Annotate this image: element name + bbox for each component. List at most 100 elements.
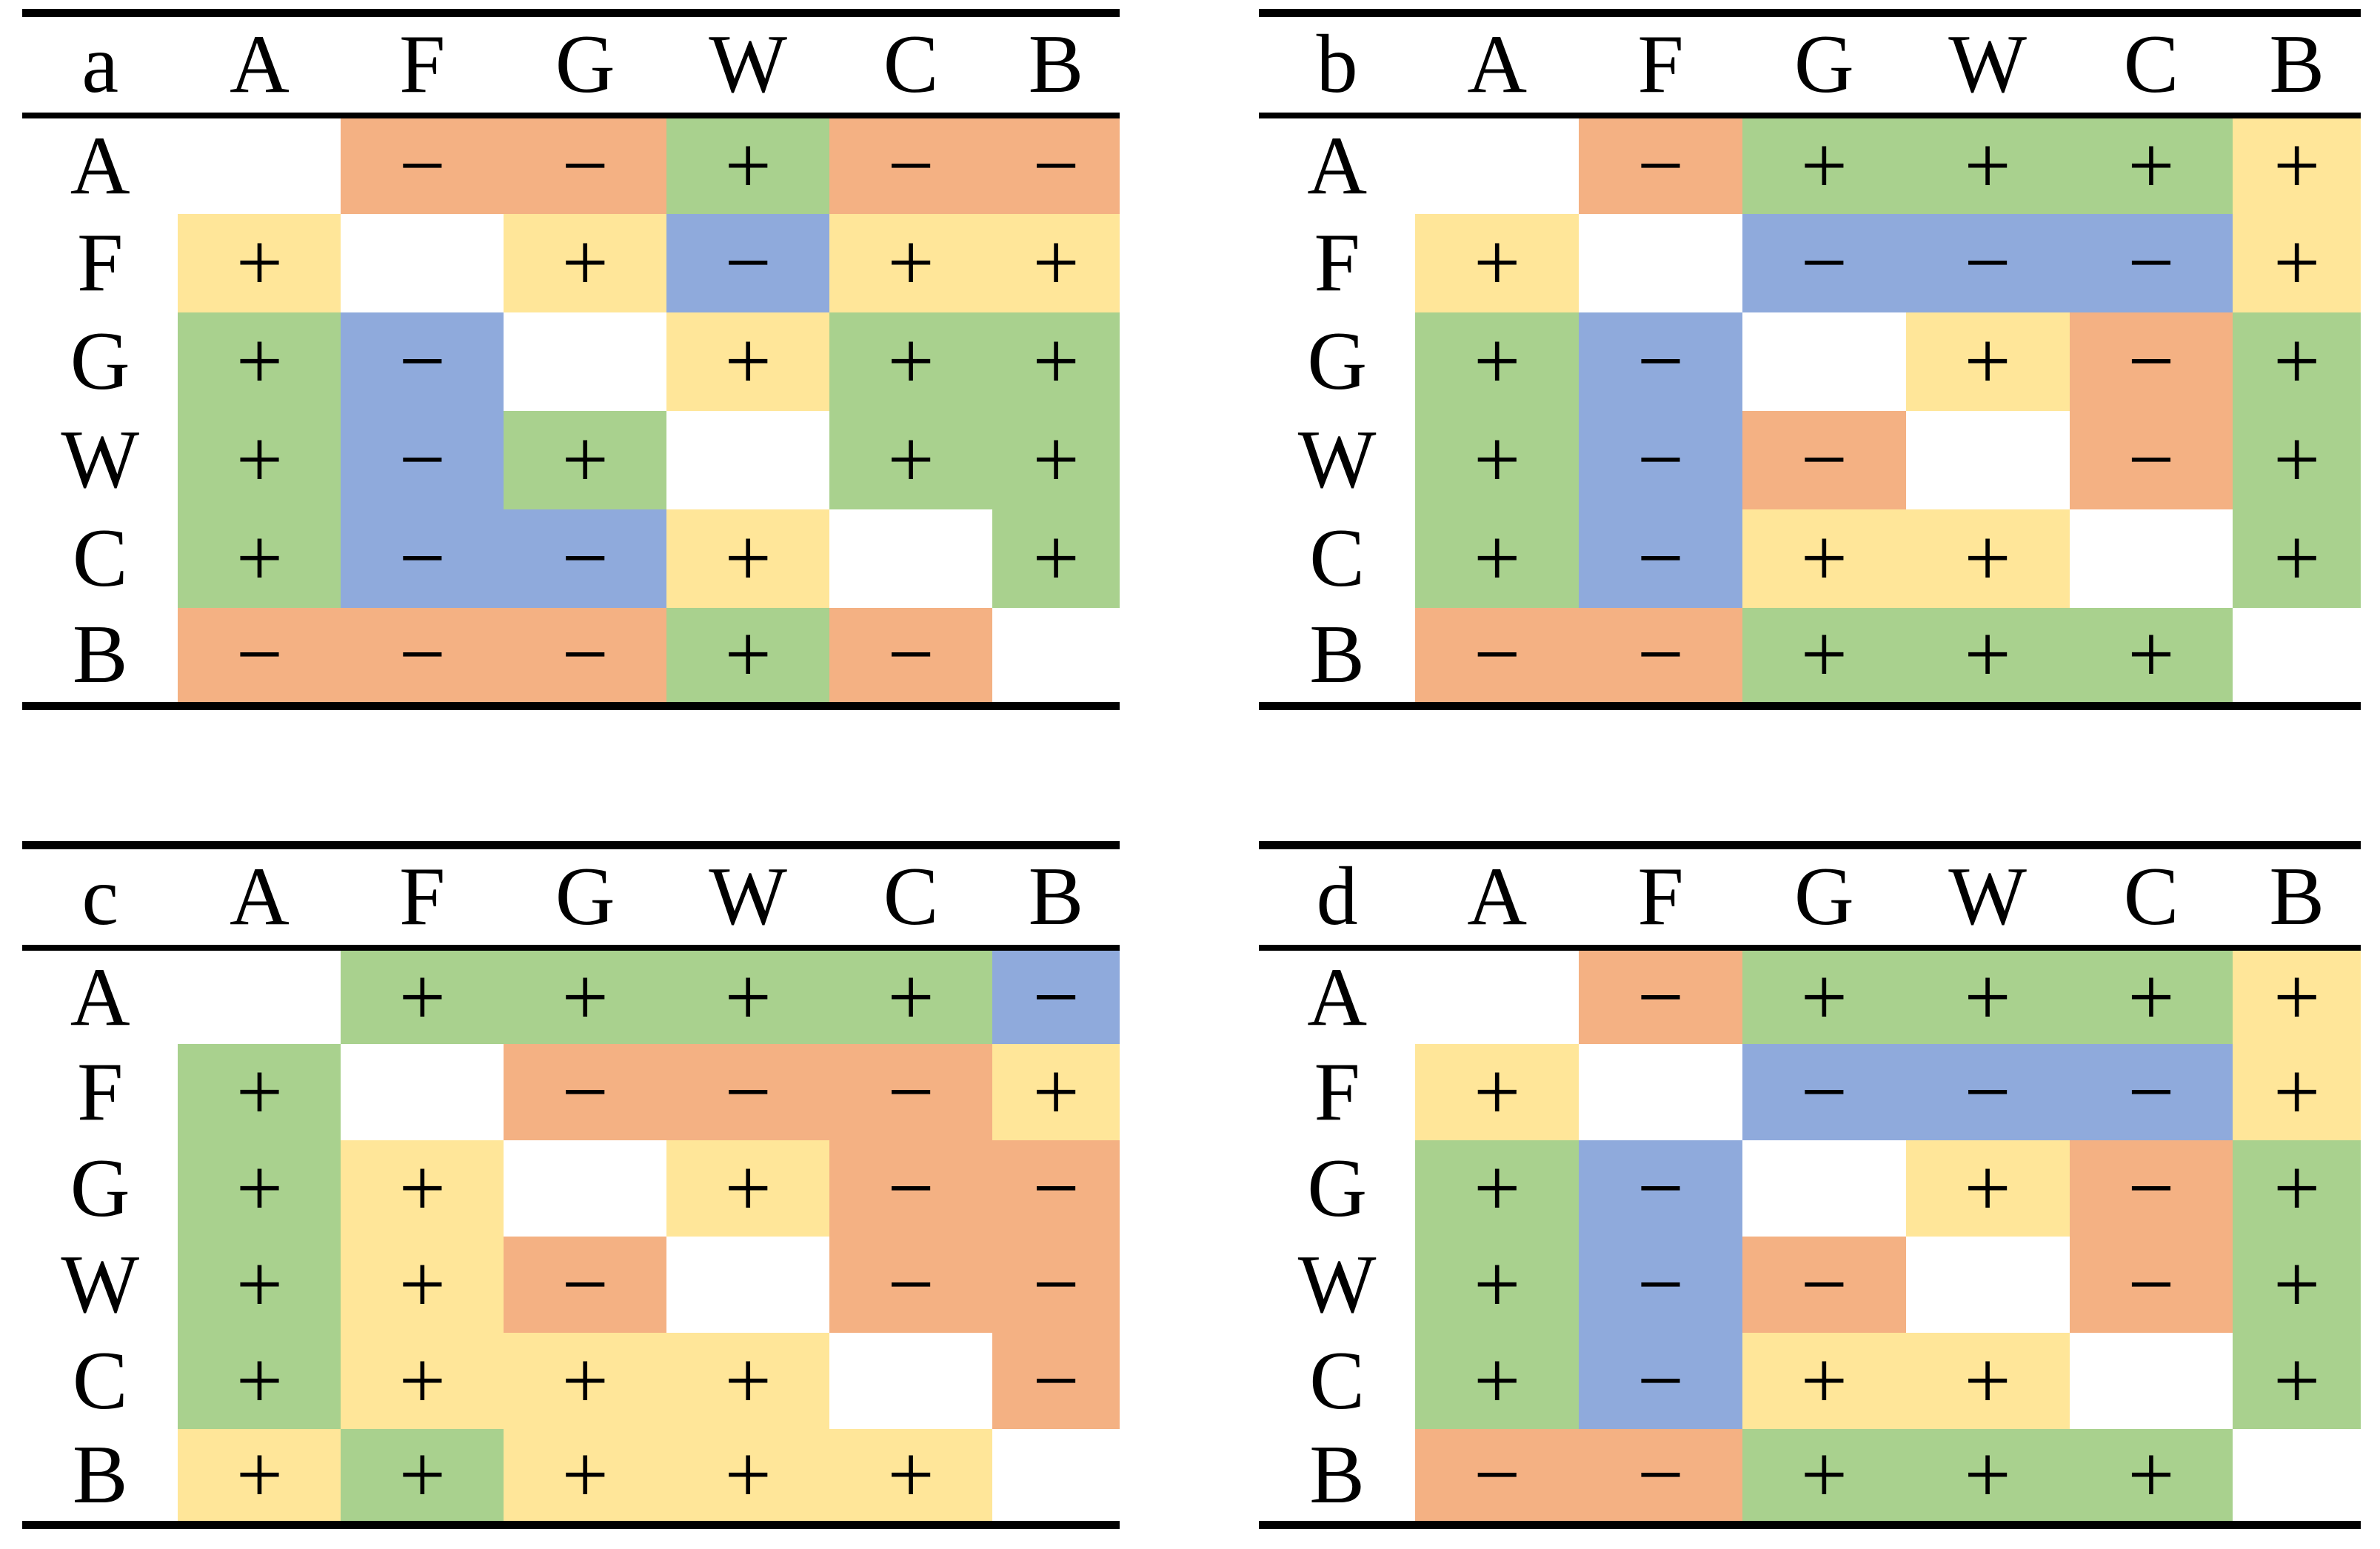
row-d-B: B − − + + + [1259, 1428, 2361, 1525]
row-b-W: W + − − − + [1259, 410, 2361, 509]
cell-a-FC: + [829, 213, 993, 312]
row-header-a-A: A [22, 115, 178, 214]
cell-b-BW: + [1905, 607, 2070, 706]
sign-matrix-b: b A F G W C B A − + + + + F + − − − + G + − + − + W + − − − + C + − + + + B − −… [1259, 9, 2361, 710]
cell-d-AC: + [2069, 947, 2233, 1044]
cell-b-AC: + [2069, 115, 2233, 214]
cell-b-BA: − [1415, 607, 1580, 706]
cell-d-BG: + [1742, 1428, 1906, 1525]
row-a-A: A − − + − − [22, 115, 1120, 214]
cell-d-FA: + [1415, 1043, 1580, 1140]
cell-a-BW: + [666, 607, 830, 706]
cell-b-AG: + [1742, 115, 1906, 214]
col-header-d-W: W [1905, 845, 2070, 951]
cell-d-AW: + [1905, 947, 2070, 1044]
col-header-c-F: F [341, 845, 504, 951]
cell-d-GB: + [2233, 1140, 2361, 1237]
cell-b-BC: + [2069, 607, 2233, 706]
sign-matrix-c: c A F G W C B A + + + + − F + − − − + G + + + − − W + + − − − C + + + + − B + +… [22, 841, 1120, 1529]
cell-d-FF [1579, 1043, 1742, 1140]
cell-c-WG: − [504, 1236, 667, 1333]
cell-b-WG: − [1742, 410, 1906, 509]
row-c-A: A + + + + − [22, 947, 1120, 1044]
row-header-b-G: G [1259, 312, 1416, 411]
cell-d-BF: − [1579, 1428, 1742, 1525]
cell-a-GG [504, 312, 667, 411]
cell-a-WC: + [829, 410, 993, 509]
cell-c-CW: + [666, 1332, 830, 1429]
col-header-d-A: A [1415, 845, 1580, 951]
cell-d-CW: + [1905, 1332, 2070, 1429]
cell-c-GC: − [829, 1140, 993, 1237]
panel-label-c: c [22, 845, 178, 951]
cell-c-FW: − [666, 1043, 830, 1140]
cell-c-WW [666, 1236, 830, 1333]
cell-d-WA: + [1415, 1236, 1580, 1333]
cell-b-BG: + [1742, 607, 1906, 706]
col-header-c-B: B [992, 845, 1120, 951]
cell-a-WW [666, 410, 830, 509]
cell-c-CC [829, 1332, 993, 1429]
col-header-b-G: G [1742, 13, 1906, 118]
row-header-d-C: C [1259, 1332, 1416, 1429]
row-c-G: G + + + − − [22, 1140, 1120, 1237]
cell-b-CB: + [2233, 509, 2361, 608]
cell-d-BW: + [1905, 1428, 2070, 1525]
cell-c-BW: + [666, 1428, 830, 1525]
row-header-a-W: W [22, 410, 178, 509]
cell-d-CA: + [1415, 1332, 1580, 1429]
row-header-d-F: F [1259, 1043, 1416, 1140]
cell-a-CA: + [178, 509, 341, 608]
cell-d-AA [1415, 947, 1580, 1044]
panel-b: b A F G W C B A − + + + + F + − − − + G + − + − + W + − − − + C + − + + + B − −… [1259, 9, 2361, 710]
panel-label-b: b [1259, 13, 1416, 118]
cell-c-CB: − [992, 1332, 1120, 1429]
cell-b-CA: + [1415, 509, 1580, 608]
row-a-F: F + + − + + [22, 213, 1120, 312]
cell-c-FF [341, 1043, 504, 1140]
row-b-C: C + − + + + [1259, 509, 2361, 608]
row-d-W: W + − − − + [1259, 1236, 2361, 1333]
cell-a-WF: − [341, 410, 504, 509]
col-header-c-A: A [178, 845, 341, 951]
col-header-c-G: G [504, 845, 667, 951]
cell-d-FB: + [2233, 1043, 2361, 1140]
cell-d-BA: − [1415, 1428, 1580, 1525]
col-header-a-G: G [504, 13, 667, 118]
cell-c-WC: − [829, 1236, 993, 1333]
cell-d-FW: − [1905, 1043, 2070, 1140]
row-b-G: G + − + − + [1259, 312, 2361, 411]
cell-a-AW: + [666, 115, 830, 214]
cell-d-GG [1742, 1140, 1906, 1237]
cell-d-CF: − [1579, 1332, 1742, 1429]
cell-d-GC: − [2069, 1140, 2233, 1237]
cell-a-BF: − [341, 607, 504, 706]
cell-a-AC: − [829, 115, 993, 214]
cell-d-FC: − [2069, 1043, 2233, 1140]
col-header-a-B: B [992, 13, 1120, 118]
row-header-a-C: C [22, 509, 178, 608]
cell-c-AG: + [504, 947, 667, 1044]
cell-d-CB: + [2233, 1332, 2361, 1429]
col-header-c-W: W [666, 845, 830, 951]
cell-d-WG: − [1742, 1236, 1906, 1333]
cell-d-BC: + [2069, 1428, 2233, 1525]
cell-a-GF: − [341, 312, 504, 411]
cell-c-GB: − [992, 1140, 1120, 1237]
row-a-W: W + − + + + [22, 410, 1120, 509]
cell-a-WB: + [992, 410, 1120, 509]
col-header-a-W: W [666, 13, 830, 118]
row-header-c-F: F [22, 1043, 178, 1140]
row-header-c-A: A [22, 947, 178, 1044]
cell-a-BG: − [504, 607, 667, 706]
cell-b-WB: + [2233, 410, 2361, 509]
col-header-b-B: B [2233, 13, 2361, 118]
row-d-G: G + − + − + [1259, 1140, 2361, 1237]
cell-d-BB [2233, 1428, 2361, 1525]
cell-b-FC: − [2069, 213, 2233, 312]
cell-a-AG: − [504, 115, 667, 214]
cell-b-WW [1905, 410, 2070, 509]
cell-c-AB: − [992, 947, 1120, 1044]
cell-d-CG: + [1742, 1332, 1906, 1429]
cell-c-WB: − [992, 1236, 1120, 1333]
